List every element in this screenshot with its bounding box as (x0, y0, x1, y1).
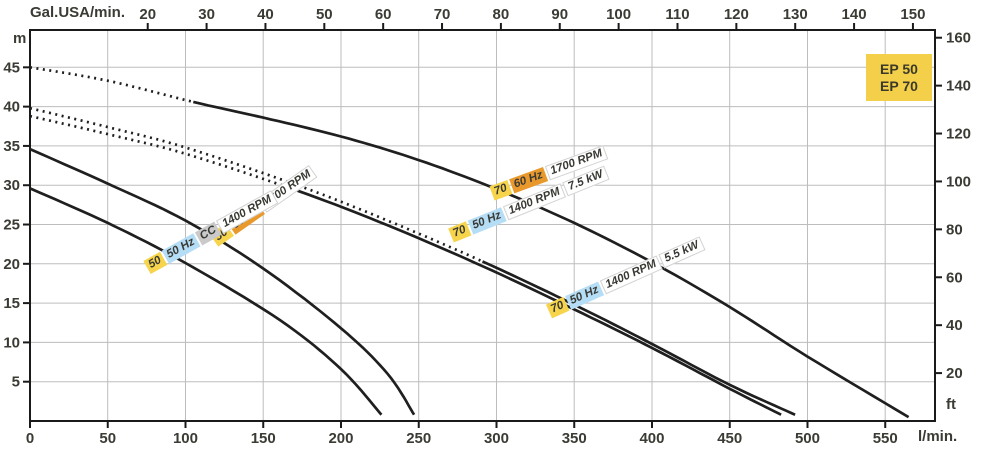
svg-text:50: 50 (99, 430, 116, 447)
svg-text:300: 300 (484, 430, 509, 447)
svg-text:100: 100 (606, 6, 631, 23)
svg-text:250: 250 (406, 430, 431, 447)
right-axis-unit-label: ft (946, 396, 956, 413)
svg-text:5: 5 (12, 374, 20, 391)
svg-text:120: 120 (724, 6, 749, 23)
svg-text:350: 350 (562, 430, 587, 447)
axis-tick-labels: 20 30 40 50 60 70 80 90 100 110 120 130 140 150 0 50 100… (3, 6, 971, 447)
svg-text:40: 40 (257, 6, 274, 23)
legend-item-ep70: EP 70 (880, 78, 918, 94)
curve-ep70-50hz-1400rpm-7-5kw-dotted (29, 106, 484, 263)
svg-text:20: 20 (3, 256, 20, 273)
svg-text:110: 110 (665, 6, 689, 23)
plot-frame (29, 29, 936, 422)
svg-text:400: 400 (639, 430, 664, 447)
svg-text:20: 20 (946, 365, 963, 382)
svg-text:25: 25 (3, 217, 20, 234)
legend-item-ep50: EP 50 (880, 61, 918, 77)
svg-text:130: 130 (783, 6, 808, 23)
svg-text:150: 150 (251, 430, 276, 447)
top-axis-unit-label: Gal.USA/min. (30, 4, 126, 21)
curve-ep70-50hz-1400rpm-5-5kw (297, 189, 782, 416)
curve-ep70-50hz-1400rpm-7-5kw (481, 260, 796, 416)
svg-text:550: 550 (873, 430, 898, 447)
svg-text:150: 150 (900, 6, 925, 23)
curve-ep70-60hz-1700rpm (192, 100, 910, 419)
curve-ep50-50hz-cc-1400rpm (29, 187, 383, 416)
svg-text:20: 20 (139, 6, 156, 23)
legend-box: EP 50 EP 70 (866, 54, 932, 101)
svg-text:0: 0 (26, 430, 34, 447)
svg-text:500: 500 (795, 430, 820, 447)
svg-text:80: 80 (946, 221, 963, 238)
svg-text:70: 70 (434, 6, 451, 23)
axis-ticks (23, 23, 942, 428)
svg-text:80: 80 (493, 6, 510, 23)
svg-text:140: 140 (946, 78, 971, 95)
svg-text:140: 140 (842, 6, 867, 23)
curve-ep50-60hz-1700rpm (29, 147, 416, 416)
svg-text:35: 35 (3, 138, 20, 155)
svg-text:40: 40 (3, 99, 20, 116)
svg-text:90: 90 (551, 6, 568, 23)
svg-text:120: 120 (946, 126, 971, 143)
svg-text:60: 60 (946, 269, 963, 286)
svg-text:45: 45 (3, 59, 20, 76)
svg-text:100: 100 (946, 173, 971, 190)
svg-text:450: 450 (717, 430, 742, 447)
left-axis-unit-label: m (13, 30, 27, 47)
svg-text:15: 15 (3, 295, 20, 312)
svg-text:50: 50 (316, 6, 333, 23)
curve-ep70-60hz-1700rpm-dotted (29, 65, 194, 104)
svg-text:30: 30 (198, 6, 215, 23)
bottom-axis-unit-label: l/min. (918, 428, 958, 445)
svg-text:30: 30 (3, 177, 20, 194)
svg-text:100: 100 (173, 430, 198, 447)
svg-text:40: 40 (946, 317, 963, 334)
svg-text:160: 160 (946, 30, 971, 47)
svg-text:200: 200 (328, 430, 353, 447)
svg-text:60: 60 (375, 6, 392, 23)
svg-text:10: 10 (3, 334, 20, 351)
curves (29, 65, 910, 419)
curve-ep70-50hz-1400rpm-5-5kw-dotted (29, 114, 298, 192)
